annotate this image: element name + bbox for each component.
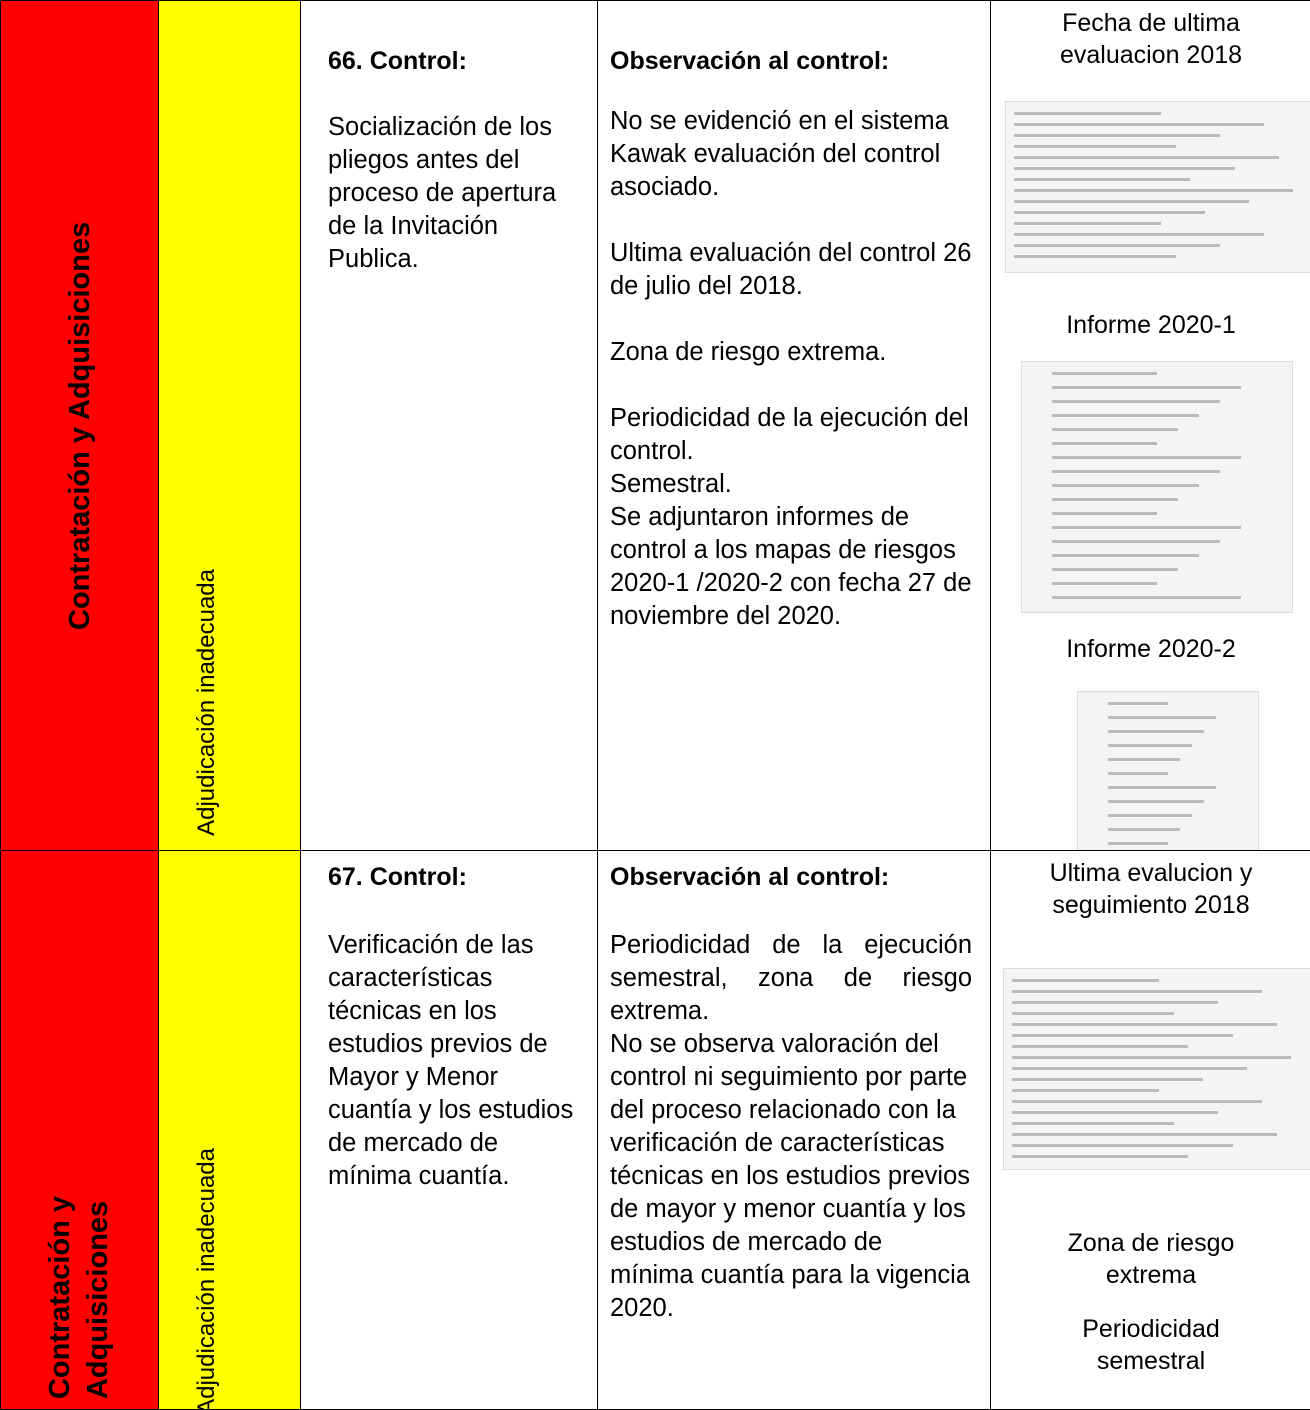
evidence-label: Ultima evalucion y seguimiento 2018 <box>1049 859 1253 919</box>
observation-paragraph: Periodicidad de la ejecución semestral, … <box>610 931 972 1025</box>
evidence-cell: Fecha de ultima evaluacion 2018 Informe 2… <box>990 0 1310 851</box>
observation-text: Periodicidad de la ejecución semestral, … <box>610 929 972 1358</box>
control-cell: 67. Control: Verificación de las caracter… <box>300 850 598 1410</box>
evidence-label: Fecha de ultima evaluacion 2018 <box>1059 9 1243 69</box>
observation-cell: Observación al control: No se evidenció e… <box>597 0 991 851</box>
observation-title: Observación al control: <box>610 863 890 891</box>
observation-paragraph: Semestral. <box>610 470 732 498</box>
evidence-label: Zona de riesgo extrema <box>1067 1229 1235 1289</box>
observation-paragraph: Se adjuntaron informes de control a los … <box>610 503 972 630</box>
area-line: Contratación y Adquisiciones <box>64 221 96 631</box>
screenshot-thumbnail <box>1005 101 1310 273</box>
observation-group: Ultima evaluación del control 26 de juli… <box>610 237 972 303</box>
area-cell: Contratación y Adquisiciones <box>0 0 159 851</box>
area-label: Contratación y Adquisiciones <box>41 1196 117 1399</box>
risk-label: Adjudicación inadecuada <box>193 569 220 836</box>
evidence-label: Informe 2020-1 <box>1066 311 1236 339</box>
area-line: Adquisiciones <box>82 1200 114 1399</box>
observation-group: No se evidenció en el sistema Kawak eval… <box>610 105 972 204</box>
control-text: Socialización de los pliegos antes del p… <box>328 113 557 273</box>
evidence-label: Periodicidad semestral <box>1082 1315 1220 1375</box>
control-title: 66. Control: <box>328 47 467 75</box>
screenshot-thumbnail <box>1077 691 1259 850</box>
area-label: Contratación y Adquisiciones <box>61 1 99 850</box>
observation-group: Zona de riesgo extrema. <box>610 336 972 369</box>
risk-cell: Adjudicación inadecuada <box>158 850 301 1410</box>
observation-paragraph: Ultima evaluación del control 26 de juli… <box>610 239 972 300</box>
observation-title: Observación al control: <box>610 47 890 75</box>
screenshot-thumbnail <box>1003 968 1310 1170</box>
evidence-cell: Ultima evalucion y seguimiento 2018 Zona … <box>990 850 1310 1410</box>
control-text: Verificación de las características técn… <box>328 931 574 1190</box>
observation-paragraph: Periodicidad de la ejecución del control… <box>610 404 969 465</box>
screenshot-thumbnail <box>1021 361 1293 613</box>
area-cell: Contratación y Adquisiciones <box>0 850 159 1410</box>
observation-cell: Observación al control: Periodicidad de l… <box>597 850 991 1410</box>
observation-group: Periodicidad de la ejecución semestral, … <box>610 929 972 1325</box>
observation-text: No se evidenció en el sistema Kawak eval… <box>610 105 972 666</box>
observation-paragraph: No se evidenció en el sistema Kawak eval… <box>610 107 949 201</box>
risk-label: Adjudicación inadecuada <box>193 1148 220 1410</box>
control-title: 67. Control: <box>328 863 467 891</box>
area-line: Contratación y <box>44 1195 76 1399</box>
risk-cell: Adjudicación inadecuada <box>158 0 301 851</box>
evidence-label: Informe 2020-2 <box>1066 635 1236 663</box>
control-cell: 66. Control: Socialización de los pliegos… <box>300 0 598 851</box>
observation-group: Periodicidad de la ejecución del control… <box>610 402 972 633</box>
observation-paragraph: Zona de riesgo extrema. <box>610 338 887 366</box>
observation-paragraph: No se observa valoración del control ni … <box>610 1030 971 1322</box>
